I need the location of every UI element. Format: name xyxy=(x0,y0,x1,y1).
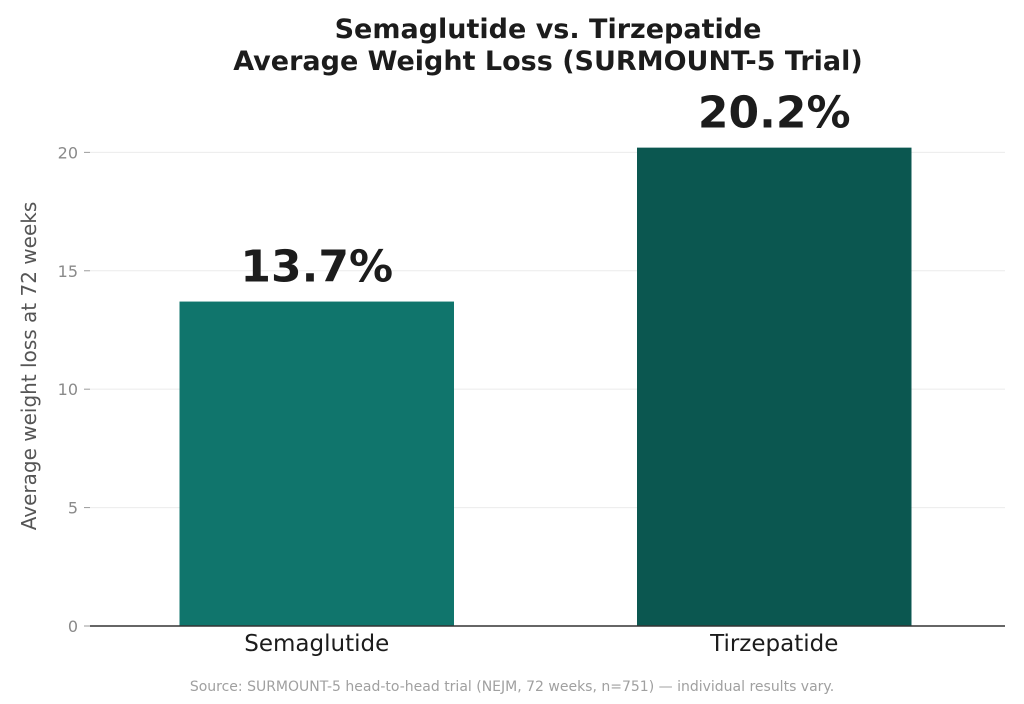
y-tick-label: 5 xyxy=(68,499,78,518)
y-tick-label: 10 xyxy=(58,380,78,399)
axes: 0 5 10 15 20 Semaglutide Tirzepatide xyxy=(58,143,1005,657)
data-label-semaglutide: 13.7% xyxy=(240,242,393,293)
x-tick-label: Tirzepatide xyxy=(709,631,838,657)
y-tick-label: 0 xyxy=(68,617,78,636)
y-tick-label: 20 xyxy=(58,143,78,162)
chart-title-line-2: Average Weight Loss (SURMOUNT-5 Trial) xyxy=(233,46,863,77)
y-tick-label: 15 xyxy=(58,262,78,281)
bars xyxy=(179,147,912,627)
bar-semaglutide xyxy=(179,301,454,626)
x-tick-label: Semaglutide xyxy=(244,631,389,657)
y-axis-label: Average weight loss at 72 weeks xyxy=(17,202,41,531)
data-labels: 13.7% 20.2% xyxy=(240,88,850,293)
source-note: Source: SURMOUNT-5 head-to-head trial (N… xyxy=(189,679,835,695)
chart-title-line-1: Semaglutide vs. Tirzepatide xyxy=(334,14,762,45)
data-label-tirzepatide: 20.2% xyxy=(698,88,851,139)
bar-tirzepatide xyxy=(637,147,912,627)
chart-title: Semaglutide vs. Tirzepatide Average Weig… xyxy=(0,14,1024,78)
